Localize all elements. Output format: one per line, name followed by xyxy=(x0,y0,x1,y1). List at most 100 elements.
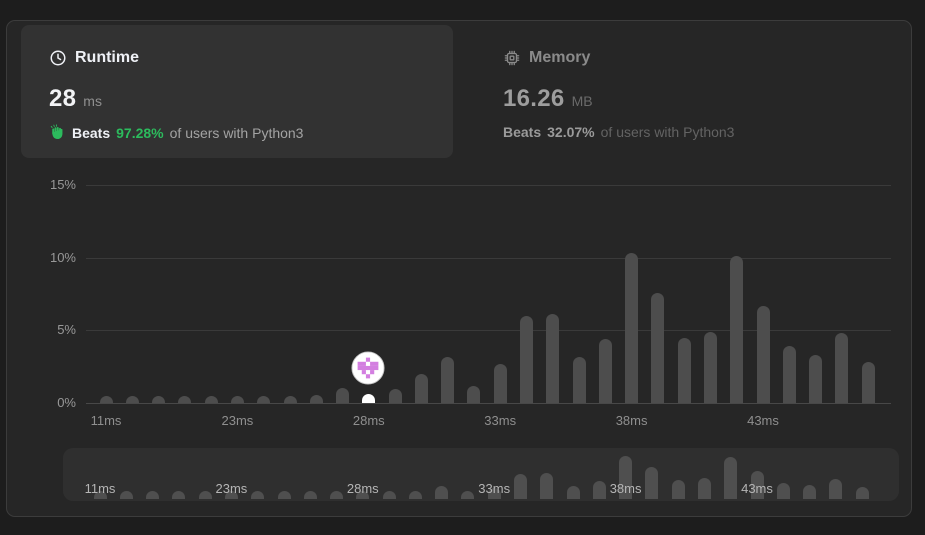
highlighted-bar[interactable] xyxy=(362,394,376,403)
mini-x-axis-label: 28ms xyxy=(346,481,379,496)
distribution-bar[interactable] xyxy=(336,388,349,403)
mini-distribution-bar xyxy=(435,486,449,499)
mini-distribution-bar xyxy=(487,488,501,499)
runtime-distribution-chart: 0% 5% 10% 15% 11ms 23ms 28ms 33ms 38ms 43ms xyxy=(7,21,911,516)
distribution-bar[interactable] xyxy=(125,396,139,403)
x-axis-label: 23ms xyxy=(221,413,254,428)
distribution-bar[interactable] xyxy=(520,316,533,403)
mini-distribution-bar xyxy=(592,481,606,499)
mini-distribution-bar xyxy=(750,471,764,499)
x-axis-label: 43ms xyxy=(747,413,779,428)
x-axis-label: 28ms xyxy=(352,413,385,428)
mini-distribution-bar xyxy=(408,491,422,499)
mini-x-axis-label: 11ms xyxy=(84,481,116,496)
distribution-bar[interactable] xyxy=(546,314,560,403)
gridline-10 xyxy=(86,258,891,259)
distribution-bar[interactable] xyxy=(493,364,507,403)
memory-title: Memory xyxy=(529,49,591,66)
distribution-bar[interactable] xyxy=(809,355,823,403)
user-marker-avatar xyxy=(351,351,385,385)
memory-unit: MB xyxy=(571,93,593,109)
runtime-unit: ms xyxy=(83,93,102,109)
distribution-bar[interactable] xyxy=(598,339,612,403)
distribution-bar[interactable] xyxy=(677,338,691,403)
gridline-15 xyxy=(86,185,891,186)
memory-card[interactable]: Memory 16.26 MB Beats 32.07% of users wi… xyxy=(475,25,899,158)
distribution-bar[interactable] xyxy=(572,357,586,403)
x-axis-label: 33ms xyxy=(484,413,517,428)
y-axis-label: 10% xyxy=(49,250,76,265)
mini-distribution-bar xyxy=(776,483,790,499)
memory-header: Memory xyxy=(503,47,889,69)
mini-x-axis-label: 43ms xyxy=(741,481,773,496)
mini-distribution-bar xyxy=(619,456,633,499)
mini-distribution-bar xyxy=(645,467,659,499)
runtime-beats-label: Beats xyxy=(72,124,111,141)
mini-distribution-bar xyxy=(671,480,685,499)
mini-distribution-bar xyxy=(93,491,107,499)
distribution-bar[interactable] xyxy=(257,396,271,403)
distribution-bar[interactable] xyxy=(756,306,770,403)
x-axis-label: 11ms xyxy=(90,413,122,428)
distribution-bar[interactable] xyxy=(283,396,297,403)
distribution-bar[interactable] xyxy=(625,253,639,403)
mini-distribution-bar xyxy=(172,491,186,499)
mini-distribution-bar xyxy=(803,485,817,499)
gridline-5 xyxy=(86,330,891,331)
mini-x-axis-label: 33ms xyxy=(478,481,511,496)
distribution-bar[interactable] xyxy=(861,362,875,403)
memory-beats-label: Beats xyxy=(503,124,542,140)
distribution-bar[interactable] xyxy=(835,333,849,403)
gridline-0 xyxy=(86,403,891,404)
mini-distribution-bar xyxy=(146,491,160,499)
distribution-bar[interactable] xyxy=(309,395,323,403)
x-axis-label: 38ms xyxy=(615,413,648,428)
memory-beats-suffix: of users with Python3 xyxy=(600,124,735,140)
memory-value: 16.26 xyxy=(503,85,565,112)
y-axis-label: 0% xyxy=(57,395,76,410)
distribution-bar[interactable] xyxy=(730,256,744,403)
distribution-bar[interactable] xyxy=(388,389,402,403)
submission-result-panel: Runtime 28 ms xyxy=(6,20,912,517)
mini-x-axis-label: 38ms xyxy=(609,481,642,496)
runtime-header: Runtime xyxy=(49,47,443,69)
mini-distribution-bar xyxy=(224,491,238,499)
mini-distribution-bar xyxy=(855,487,869,499)
mini-distribution-bar xyxy=(198,491,212,499)
mini-distribution-bar xyxy=(119,491,133,499)
mini-distribution-bar xyxy=(724,457,738,499)
avatar-identicon xyxy=(357,357,379,379)
waving-hand-icon xyxy=(49,124,66,141)
clock-icon xyxy=(49,49,67,67)
distribution-bar[interactable] xyxy=(414,374,428,403)
runtime-card[interactable]: Runtime 28 ms xyxy=(21,25,453,158)
mini-distribution-bar xyxy=(251,491,265,499)
mini-distribution-bar xyxy=(382,491,396,499)
chip-icon xyxy=(503,49,521,67)
distribution-bar[interactable] xyxy=(204,396,218,403)
distribution-bar[interactable] xyxy=(441,357,455,403)
memory-beats-percent: 32.07% xyxy=(547,124,595,140)
distribution-bar[interactable] xyxy=(782,346,796,403)
runtime-beats-suffix: of users with Python3 xyxy=(169,124,304,141)
mini-distribution-bar xyxy=(566,486,580,499)
runtime-value: 28 xyxy=(49,85,77,112)
runtime-title: Runtime xyxy=(75,49,139,66)
distribution-bar[interactable] xyxy=(178,396,192,403)
distribution-bar[interactable] xyxy=(467,386,481,403)
distribution-bar[interactable] xyxy=(99,396,113,403)
mini-x-axis-label: 23ms xyxy=(215,481,248,496)
distribution-brush[interactable]: 11ms 23ms 28ms 33ms 38ms 43ms xyxy=(63,448,899,501)
distribution-bar[interactable] xyxy=(152,396,166,403)
mini-distribution-bar xyxy=(514,474,527,499)
mini-distribution-bar xyxy=(461,491,475,499)
distribution-bar[interactable] xyxy=(651,293,665,403)
mini-distribution-bar xyxy=(330,491,343,499)
y-axis-label: 15% xyxy=(49,177,76,192)
runtime-beats-percent: 97.28% xyxy=(116,124,164,141)
distribution-bar[interactable] xyxy=(703,332,717,403)
mini-distribution-bar xyxy=(829,479,843,499)
y-axis-label: 5% xyxy=(57,322,76,337)
distribution-bar[interactable] xyxy=(230,396,244,403)
mini-distribution-bar xyxy=(356,491,370,499)
